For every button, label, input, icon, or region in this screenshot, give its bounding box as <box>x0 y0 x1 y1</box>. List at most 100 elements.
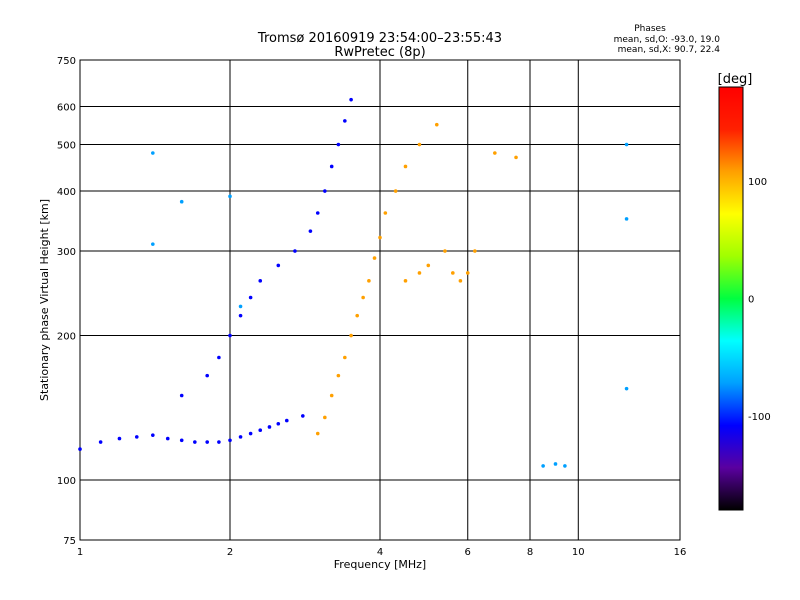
data-point <box>78 447 82 451</box>
y-tick-label: 75 <box>63 536 76 547</box>
colorbar-tick-label: 100 <box>748 177 767 188</box>
legend-title: Phases <box>634 24 666 34</box>
data-point <box>193 440 197 444</box>
data-point <box>323 415 327 420</box>
data-point <box>372 256 377 260</box>
data-point <box>301 414 305 418</box>
data-point <box>258 279 263 283</box>
y-tick-label: 750 <box>57 56 76 67</box>
y-tick-label: 400 <box>57 187 76 198</box>
data-point <box>349 333 353 338</box>
data-point <box>98 440 103 444</box>
data-point <box>329 393 334 398</box>
data-point <box>624 386 629 391</box>
x-tick-label: 10 <box>572 547 585 558</box>
data-point <box>205 440 209 444</box>
data-point <box>403 164 408 169</box>
colorbar-ticks: 100 0 -100 <box>748 177 771 423</box>
data-point <box>493 151 497 155</box>
data-point <box>276 421 281 426</box>
data-point <box>228 194 232 199</box>
data-point <box>465 271 470 275</box>
data-point <box>393 189 398 193</box>
data-point <box>228 333 232 338</box>
x-tick-label: 1 <box>77 547 83 558</box>
data-point <box>624 142 629 147</box>
colorbar-tick-label: 0 <box>748 295 754 306</box>
x-tick-label: 4 <box>377 547 383 558</box>
data-point <box>563 464 567 468</box>
data-point <box>284 418 289 423</box>
data-point <box>336 373 341 378</box>
x-tick-label: 6 <box>465 547 471 558</box>
data-point <box>403 279 408 283</box>
legend-line-o: mean, sd,O: -93.0, 19.0 <box>614 35 721 45</box>
data-point <box>228 438 232 443</box>
y-tick-label: 300 <box>57 247 76 258</box>
x-axis: 1 2 4 6 8 10 16 <box>77 547 687 558</box>
data-point <box>417 271 422 275</box>
colorbar <box>718 86 744 511</box>
data-point <box>473 249 477 253</box>
y-tick-label: 600 <box>57 103 76 114</box>
data-point <box>343 119 347 123</box>
phase-legend: Phases mean, sd,O: -93.0, 19.0 mean, sd,… <box>614 24 721 55</box>
data-point <box>541 464 545 468</box>
chart-subtitle: RwPretec (8p) <box>334 45 425 60</box>
data-point <box>349 97 353 102</box>
data-point <box>308 229 313 233</box>
data-point <box>624 217 629 221</box>
data-point <box>443 249 447 253</box>
data-point <box>383 211 388 215</box>
data-point <box>276 263 281 268</box>
data-point <box>343 355 347 360</box>
chart-title: Tromsø 20160919 23:54:00–23:55:43 <box>257 31 502 46</box>
scatter-points <box>78 97 629 468</box>
data-point <box>553 462 558 466</box>
data-point <box>248 295 253 300</box>
y-axis-label: Stationary phase Virtual Height [km] <box>38 199 51 401</box>
data-point <box>134 435 139 439</box>
data-point <box>117 436 122 441</box>
data-point <box>151 242 155 246</box>
x-tick-label: 2 <box>227 547 233 558</box>
data-point <box>248 431 253 436</box>
data-point <box>238 304 243 309</box>
data-point <box>151 433 155 437</box>
colorbar-tick-label: -100 <box>748 412 771 423</box>
data-point <box>151 151 155 155</box>
data-point <box>329 164 334 169</box>
data-point <box>217 440 221 444</box>
data-point <box>336 142 341 147</box>
data-point <box>205 373 209 378</box>
y-axis: 75 100 200 300 400 500 600 750 <box>57 56 76 547</box>
grid <box>80 60 680 540</box>
y-tick-label: 100 <box>57 476 76 487</box>
data-point <box>293 249 297 253</box>
data-point <box>417 142 422 147</box>
data-point <box>514 155 518 160</box>
data-point <box>355 313 359 318</box>
data-point <box>323 189 327 193</box>
y-tick-label: 200 <box>57 332 76 343</box>
data-point <box>217 355 221 360</box>
data-point <box>267 425 272 429</box>
data-point <box>451 271 455 275</box>
colorbar-label: [deg] <box>718 72 753 87</box>
data-point <box>238 313 243 318</box>
data-point <box>179 199 184 204</box>
x-tick-label: 16 <box>674 547 687 558</box>
data-point <box>378 235 382 240</box>
data-point <box>258 428 263 433</box>
data-point <box>315 211 320 215</box>
data-point <box>426 263 431 268</box>
data-point <box>179 393 184 398</box>
data-point <box>458 279 463 283</box>
data-point <box>179 438 184 443</box>
y-tick-label: 500 <box>57 141 76 152</box>
data-point <box>238 435 243 439</box>
data-point <box>165 436 170 441</box>
data-point <box>367 279 371 283</box>
x-axis-label: Frequency [MHz] <box>334 558 426 571</box>
